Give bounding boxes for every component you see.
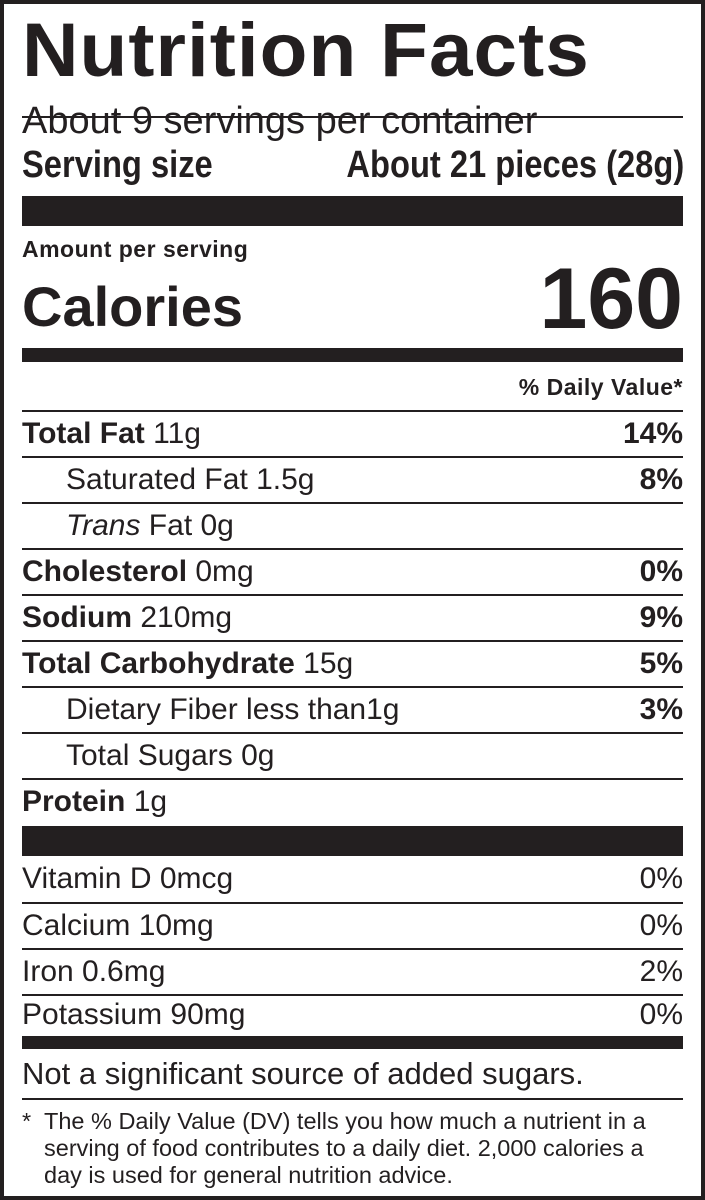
calories-label: Calories <box>22 275 243 338</box>
nutrient-amount: 11g <box>144 417 201 450</box>
nutrient-name: Total Sugars 0g <box>66 739 275 772</box>
nutrient-daily-value: 0% <box>639 555 683 588</box>
thick-divider <box>22 196 683 226</box>
nutrient-amount: 1g <box>125 785 168 818</box>
vitamin-row: Iron 0.6mg 2% <box>22 948 683 994</box>
nutrient-name: Total Carbohydrate <box>22 647 295 680</box>
nutrient-daily-value: 5% <box>639 647 683 680</box>
nutrient-amount: 0mg <box>187 555 254 588</box>
nutrient-amount: Fat 0g <box>140 509 234 542</box>
nutrient-daily-value: 9% <box>639 601 683 634</box>
vitamin-name: Iron 0.6mg <box>22 955 166 988</box>
label-title: Nutrition Facts <box>22 8 590 93</box>
vitamin-name: Calcium 10mg <box>22 909 214 942</box>
nutrient-name: Dietary Fiber less than1g <box>66 693 400 726</box>
nutrient-daily-value: 3% <box>639 693 683 726</box>
nutrient-row: Sodium 210mg 9% <box>22 594 683 640</box>
calories-value: 160 <box>539 251 684 347</box>
calories-row: Calories 160 <box>22 256 683 342</box>
nutrient-daily-value: 8% <box>639 463 683 496</box>
divider <box>22 116 683 118</box>
daily-value-header: % Daily Value* <box>518 374 683 400</box>
vitamin-name: Potassium 90mg <box>22 998 246 1031</box>
vitamin-row: Potassium 90mg 0% <box>22 994 683 1034</box>
nutrient-daily-value: 14% <box>622 417 683 450</box>
nutrient-label: Protein 1g <box>22 785 167 819</box>
nutrient-row: Trans Fat 0g <box>22 502 683 548</box>
vitamin-row: Vitamin D 0mcg 0% <box>22 856 683 902</box>
vitamin-daily-value: 0% <box>639 909 683 942</box>
nutrient-name: Protein <box>22 785 126 818</box>
nutrient-label: Trans Fat 0g <box>22 509 234 543</box>
thick-divider <box>22 826 683 856</box>
nutrient-label: Total Fat 11g <box>22 417 201 451</box>
nutrient-amount: 210mg <box>132 601 233 634</box>
footnote-star: * <box>22 1108 32 1134</box>
serving-size-value: About 21 pieces (28g) <box>346 144 685 186</box>
amount-per-serving: Amount per serving <box>22 236 249 262</box>
vitamin-daily-value: 2% <box>639 955 683 988</box>
nutrient-row: Total Fat 11g 14% <box>22 410 683 456</box>
nutrient-label: Dietary Fiber less than1g <box>22 693 400 727</box>
nutrient-label: Sodium 210mg <box>22 601 232 635</box>
nutrient-name: Total Fat <box>22 417 145 450</box>
nutrient-name: Sodium <box>22 601 132 634</box>
nutrient-row: Cholesterol 0mg 0% <box>22 548 683 594</box>
nutrient-row: Total Carbohydrate 15g 5% <box>22 640 683 686</box>
nutrient-label: Cholesterol 0mg <box>22 555 254 589</box>
nutrient-amount: 15g <box>294 647 354 680</box>
divider <box>22 1098 683 1100</box>
thick-divider <box>22 1036 683 1049</box>
nutrient-name: Cholesterol <box>22 555 188 588</box>
nutrient-name: Saturated Fat 1.5g <box>66 463 315 496</box>
footnote: * The % Daily Value (DV) tells you how m… <box>22 1108 683 1189</box>
nutrient-label: Saturated Fat 1.5g <box>22 463 315 497</box>
nutrient-name: Trans <box>66 509 141 542</box>
nutrient-row: Total Sugars 0g <box>22 732 683 778</box>
vitamin-daily-value: 0% <box>639 862 683 895</box>
servings-per-container: About 9 servings per container <box>22 100 538 142</box>
nutrient-row: Dietary Fiber less than1g 3% <box>22 686 683 732</box>
nutrient-label: Total Carbohydrate 15g <box>22 647 353 681</box>
serving-size: Serving size About 21 pieces (28g) <box>22 142 684 188</box>
thick-divider <box>22 348 683 362</box>
footnote-text: The % Daily Value (DV) tells you how muc… <box>44 1108 646 1188</box>
vitamin-name: Vitamin D 0mcg <box>22 862 234 895</box>
vitamin-row: Calcium 10mg 0% <box>22 902 683 948</box>
vitamin-daily-value: 0% <box>639 998 683 1031</box>
added-sugars-note: Not a significant source of added sugars… <box>22 1056 584 1091</box>
nutrient-label: Total Sugars 0g <box>22 739 274 773</box>
nutrient-row: Protein 1g <box>22 778 683 824</box>
serving-size-label: Serving size <box>22 144 213 186</box>
nutrient-row: Saturated Fat 1.5g 8% <box>22 456 683 502</box>
